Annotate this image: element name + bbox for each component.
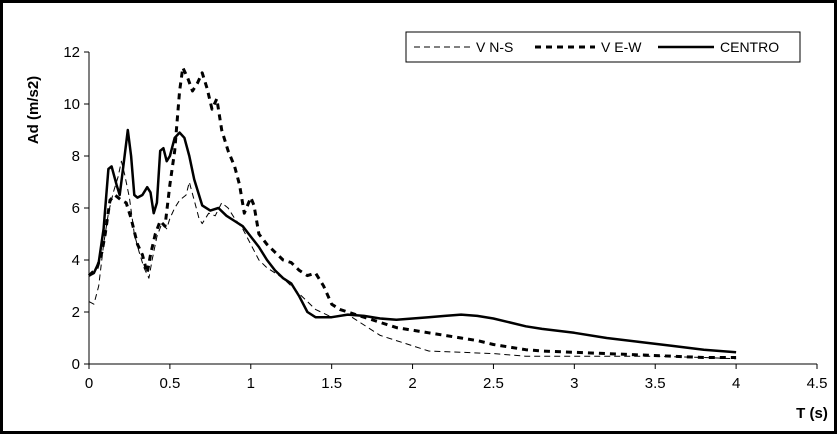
y-tick-label: 4: [72, 252, 80, 269]
y-tick-label: 2: [72, 304, 80, 321]
x-axis-ticks: 0 0.5 1 1.5 2 2.5 3 3.5 4 4.5: [85, 364, 828, 392]
y-axis-title: Ad (m/s2): [25, 76, 42, 144]
series-line-centro: [88, 128, 737, 354]
x-tick-label: 0: [85, 375, 93, 392]
series-line-vew: [87, 66, 737, 359]
legend-box: [405, 31, 801, 63]
x-axis-title: T (s): [796, 405, 828, 422]
y-tick-label: 6: [72, 200, 80, 217]
x-tick-label: 1.5: [321, 375, 342, 392]
y-tick-label: 12: [63, 44, 80, 61]
series-line-vns: [88, 160, 737, 360]
legend: V N-S V E-W CENTRO: [405, 31, 801, 63]
series-layer: [87, 66, 737, 360]
x-tick-label: 1: [247, 375, 255, 392]
x-tick-label: 0.5: [159, 375, 180, 392]
y-tick-label: 8: [72, 148, 80, 165]
x-tick-label: 4: [732, 375, 740, 392]
legend-label-centro: CENTRO: [720, 39, 779, 55]
x-tick-label: 2.5: [483, 375, 504, 392]
x-tick-label: 3: [570, 375, 578, 392]
legend-label-vns: V N-S: [476, 39, 513, 55]
x-tick-label: 2: [408, 375, 416, 392]
x-tick-label: 3.5: [645, 375, 666, 392]
legend-label-vew: V E-W: [601, 39, 642, 55]
x-tick-label: 4.5: [807, 375, 828, 392]
y-tick-label: 10: [63, 96, 80, 113]
y-axis-ticks: 0 2 4 6 8 10 12: [63, 44, 89, 373]
y-tick-label: 0: [72, 356, 80, 373]
